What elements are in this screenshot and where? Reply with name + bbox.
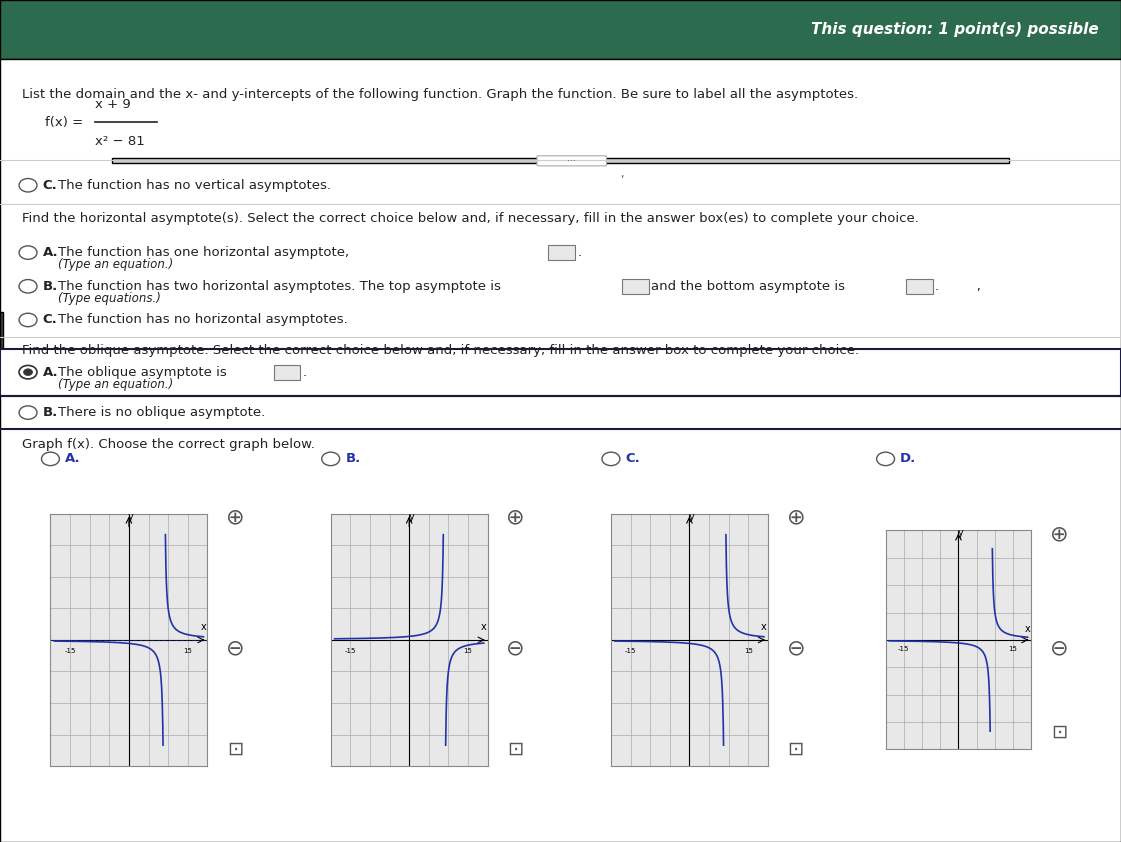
Text: List the domain and the x- and y-intercepts of the following function. Graph the: List the domain and the x- and y-interce… [22, 88, 859, 101]
FancyBboxPatch shape [0, 349, 1121, 396]
Text: ⊖: ⊖ [787, 638, 805, 658]
Text: There is no oblique asymptote.: There is no oblique asymptote. [58, 406, 266, 419]
Text: ⊖: ⊖ [507, 638, 525, 658]
Text: -15: -15 [64, 647, 76, 653]
Text: The function has no horizontal asymptotes.: The function has no horizontal asymptote… [58, 313, 348, 327]
FancyBboxPatch shape [0, 312, 3, 379]
Text: ,: , [620, 169, 624, 179]
Text: A.: A. [43, 365, 58, 379]
Text: and the bottom asymptote is: and the bottom asymptote is [651, 280, 845, 293]
Text: B.: B. [345, 452, 361, 466]
Text: The function has no vertical asymptotes.: The function has no vertical asymptotes. [58, 179, 332, 192]
Text: y: y [128, 512, 133, 522]
Text: x + 9: x + 9 [95, 99, 131, 111]
Text: ⊕: ⊕ [226, 508, 244, 528]
Text: A.: A. [65, 452, 81, 466]
Text: D.: D. [900, 452, 916, 466]
Text: ···: ··· [567, 156, 576, 166]
Text: x: x [201, 622, 206, 632]
Text: f(x) =: f(x) = [45, 115, 83, 129]
Text: x: x [1025, 624, 1030, 634]
FancyBboxPatch shape [906, 279, 933, 294]
Text: y: y [688, 512, 694, 522]
Text: C.: C. [626, 452, 640, 466]
Text: ⊖: ⊖ [1050, 638, 1068, 658]
Text: ⊖: ⊖ [226, 638, 244, 658]
FancyBboxPatch shape [0, 59, 1121, 842]
FancyBboxPatch shape [0, 0, 1121, 59]
Text: -15: -15 [344, 647, 356, 653]
Text: .: . [935, 280, 939, 293]
Text: 15: 15 [184, 647, 192, 653]
Text: .: . [577, 246, 582, 259]
Text: y: y [957, 528, 963, 538]
Text: y: y [408, 512, 414, 522]
Circle shape [24, 369, 33, 376]
Text: The function has two horizontal asymptotes. The top asymptote is: The function has two horizontal asymptot… [58, 280, 501, 293]
Text: 15: 15 [464, 647, 472, 653]
Text: B.: B. [43, 280, 58, 293]
Text: C.: C. [43, 179, 57, 192]
Text: (Type an equation.): (Type an equation.) [58, 258, 174, 271]
Text: A.: A. [43, 246, 58, 259]
Text: ⊡: ⊡ [508, 740, 524, 759]
Text: (Type equations.): (Type equations.) [58, 291, 161, 305]
Text: x² − 81: x² − 81 [95, 135, 145, 147]
Text: B.: B. [43, 406, 58, 419]
FancyBboxPatch shape [622, 279, 649, 294]
FancyBboxPatch shape [548, 245, 575, 260]
Text: 15: 15 [1009, 646, 1018, 652]
Text: ⊕: ⊕ [1050, 525, 1068, 545]
Text: Graph f(x). Choose the correct graph below.: Graph f(x). Choose the correct graph bel… [22, 438, 315, 450]
Text: ⊕: ⊕ [507, 508, 525, 528]
Text: Find the oblique asymptote. Select the correct choice below and, if necessary, f: Find the oblique asymptote. Select the c… [22, 344, 860, 356]
Text: .: . [303, 365, 307, 379]
Text: ⊡: ⊡ [228, 740, 243, 759]
FancyBboxPatch shape [112, 158, 1009, 163]
Text: 15: 15 [744, 647, 752, 653]
Text: -15: -15 [624, 647, 637, 653]
Text: The oblique asymptote is: The oblique asymptote is [58, 365, 228, 379]
FancyBboxPatch shape [274, 365, 300, 380]
Text: This question: 1 point(s) possible: This question: 1 point(s) possible [810, 22, 1099, 37]
Text: The function has one horizontal asymptote,: The function has one horizontal asymptot… [58, 246, 350, 259]
Text: ⊕: ⊕ [787, 508, 805, 528]
Text: C.: C. [43, 313, 57, 327]
Text: ⊡: ⊡ [1051, 723, 1067, 742]
Text: -15: -15 [898, 646, 909, 652]
Text: (Type an equation.): (Type an equation.) [58, 378, 174, 392]
Text: ,: , [964, 280, 981, 293]
Text: x: x [481, 622, 487, 632]
Text: Find the horizontal asymptote(s). Select the correct choice below and, if necess: Find the horizontal asymptote(s). Select… [22, 212, 919, 225]
Text: x: x [761, 622, 767, 632]
Text: ⊡: ⊡ [788, 740, 804, 759]
FancyBboxPatch shape [537, 156, 606, 166]
